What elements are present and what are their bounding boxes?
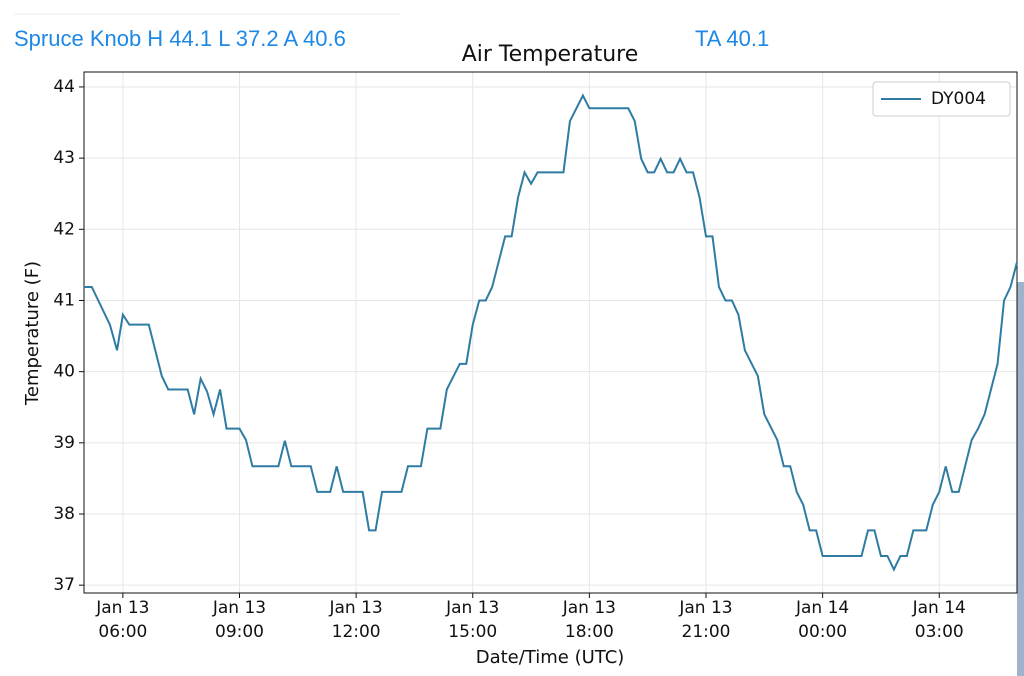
x-tick-label: Jan 13 09:00 <box>212 598 267 642</box>
y-tick-label: 42 <box>53 219 75 239</box>
y-tick-label: 43 <box>53 148 75 168</box>
temperature-average: TA 40.1 <box>695 26 770 51</box>
x-tick-label: Jan 14 03:00 <box>912 598 966 642</box>
x-tick-label: Jan 13 18:00 <box>562 598 616 642</box>
legend-label: DY004 <box>931 89 986 109</box>
x-tick-label: Jan 13 15:00 <box>446 598 500 642</box>
y-tick-label: 37 <box>53 575 75 595</box>
y-tick-label: 40 <box>53 362 75 382</box>
y-axis-label: Temperature (F) <box>22 261 43 406</box>
y-tick-label: 39 <box>53 433 75 453</box>
x-tick-label: Jan 13 21:00 <box>679 598 733 642</box>
y-tick-label: 44 <box>53 77 75 97</box>
scrollbar[interactable] <box>1017 282 1024 676</box>
y-tick-label: 41 <box>53 290 75 310</box>
x-tick-label: Jan 13 12:00 <box>329 598 383 642</box>
plot-frame <box>83 71 1018 594</box>
chart-title: Air Temperature <box>462 42 639 67</box>
legend-box <box>872 81 1011 117</box>
y-tick-label: 38 <box>53 504 75 524</box>
data-line <box>84 93 1018 572</box>
x-axis-label: Date/Time (UTC) <box>476 647 625 668</box>
x-tick-label: Jan 14 00:00 <box>796 598 850 642</box>
station-summary: Spruce Knob H 44.1 L 37.2 A 40.6 <box>14 26 346 51</box>
x-tick-label: Jan 13 06:00 <box>96 598 150 642</box>
